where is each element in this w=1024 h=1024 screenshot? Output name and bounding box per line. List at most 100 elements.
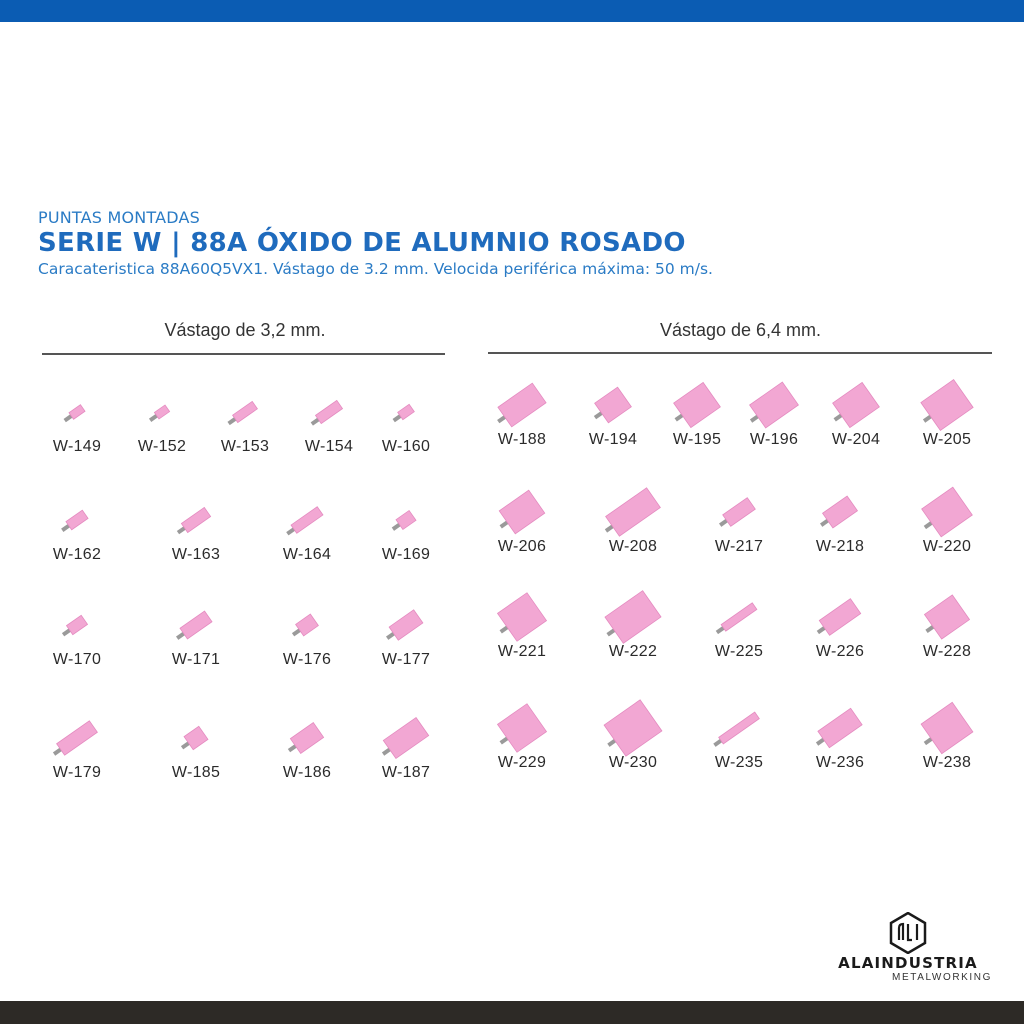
product-item: W-194 [573,375,653,455]
product-item: W-225 [699,587,779,667]
product-code: W-235 [714,754,764,771]
product-item: W-187 [366,708,446,788]
mounted-point-illustration [392,403,415,423]
abrasive-head [180,506,212,534]
product-code: W-222 [608,643,658,660]
abrasive-head [382,716,430,760]
product-code: W-194 [588,431,638,448]
mounted-point-illustration [391,509,417,531]
product-code: W-160 [381,438,431,455]
mounted-point-illustration [52,720,98,756]
abrasive-head [65,509,89,531]
mounted-point-illustration [497,382,547,428]
product-code: W-154 [304,438,354,455]
abrasive-head [817,707,863,749]
product-item: W-177 [366,595,446,675]
mounted-point-illustration [498,489,546,535]
abrasive-head [65,614,89,636]
product-code: W-187 [381,764,431,781]
product-code: W-195 [672,431,722,448]
mounted-point-illustration [148,404,171,422]
header-title: SERIE W | 88A ÓXIDO DE ALUMNIO ROSADO [38,228,686,258]
mounted-point-illustration [593,386,632,424]
mounted-point-illustration [604,590,662,644]
product-code: W-228 [922,643,972,660]
product-item: W-149 [37,382,117,462]
mounted-point-illustration [832,381,880,429]
product-item: W-226 [800,587,880,667]
product-item: W-235 [699,698,779,778]
abrasive-head [314,399,344,425]
mounted-point-illustration [291,613,319,637]
product-code: W-196 [749,431,799,448]
product-item: W-206 [482,482,562,562]
product-code: W-171 [171,651,221,668]
product-code: W-149 [52,438,102,455]
mounted-point-illustration [715,602,758,635]
abrasive-head [722,497,756,527]
abrasive-head [56,720,98,756]
product-code: W-188 [497,431,547,448]
logo-name: ALAINDUSTRIA [838,954,978,972]
product-item: W-186 [267,708,347,788]
abrasive-head [749,381,799,429]
bottom-bar [0,1001,1024,1024]
mounted-point-illustration [61,509,89,532]
product-item: W-238 [907,698,987,778]
product-item: W-208 [593,482,673,562]
product-item: W-179 [37,708,117,788]
abrasive-head [179,610,213,640]
mounted-point-illustration [713,711,760,747]
abrasive-head [395,509,417,531]
abrasive-head [232,400,258,424]
product-code: W-208 [608,538,658,555]
product-item: W-195 [657,375,737,455]
mounted-point-illustration [815,707,863,749]
abrasive-head [605,487,661,537]
product-item: W-196 [734,375,814,455]
mounted-point-illustration [673,381,721,429]
product-item: W-236 [800,698,880,778]
mounted-point-illustration [386,609,424,641]
product-code: W-152 [137,438,187,455]
product-code: W-221 [497,643,547,660]
abrasive-head [68,404,86,420]
abrasive-head [289,722,325,754]
mounted-point-illustration [180,725,209,751]
product-item: W-230 [593,698,673,778]
group-title-large-shank: Vástago de 6,4 mm. [659,320,822,340]
product-item: W-228 [907,587,987,667]
mounted-point-illustration [923,594,971,640]
abrasive-head [818,598,862,636]
mounted-point-illustration [381,716,430,760]
header: PUNTAS MONTADAS SERIE W | 88A ÓXIDO DE A… [38,208,713,278]
mounted-point-illustration [310,399,344,426]
mounted-point-illustration [496,703,548,753]
product-code: W-205 [922,431,972,448]
abrasive-head [498,489,546,535]
product-code: W-164 [282,546,332,563]
product-item: W-185 [156,708,236,788]
mounted-point-illustration [719,497,756,527]
abrasive-head [388,609,424,641]
abrasive-head [923,594,971,640]
product-code: W-229 [497,754,547,771]
top-bar [0,0,1024,22]
product-code: W-230 [608,754,658,771]
product-item: W-188 [482,375,562,455]
mounted-point-illustration [61,614,89,637]
mounted-point-illustration [816,598,862,636]
product-item: W-153 [205,382,285,462]
product-code: W-236 [815,754,865,771]
mounted-point-illustration [63,404,86,423]
abrasive-head [720,602,758,632]
product-code: W-206 [497,538,547,555]
abrasive-head [673,381,721,429]
product-code: W-225 [714,643,764,660]
product-code: W-226 [815,643,865,660]
abrasive-head [921,486,973,538]
abrasive-head [497,382,547,428]
product-code: W-163 [171,546,221,563]
product-code: W-179 [52,764,102,781]
product-code: W-186 [282,764,332,781]
